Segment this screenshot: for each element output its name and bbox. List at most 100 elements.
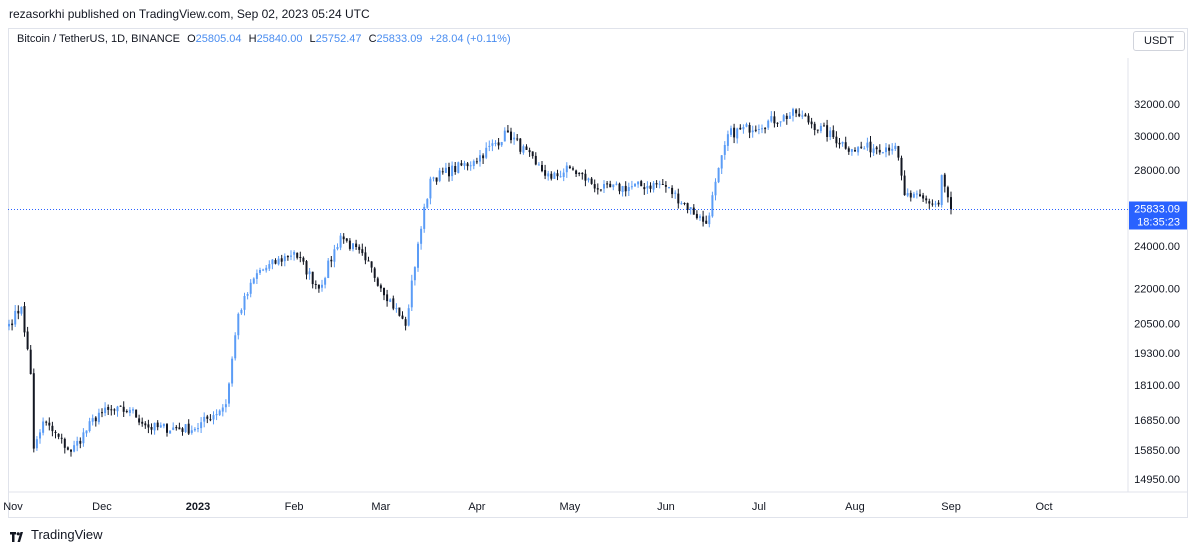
candle-body	[646, 186, 649, 189]
candle-body	[255, 273, 258, 279]
candle-body	[844, 142, 847, 149]
candle-body	[695, 213, 698, 219]
candle-body	[832, 130, 835, 138]
candle-body	[386, 294, 389, 302]
candle-body	[82, 432, 85, 444]
candle-body	[119, 405, 122, 407]
y-tick-label: 16850.00	[1134, 415, 1180, 427]
candle-body	[894, 145, 897, 149]
candle-body	[863, 148, 866, 150]
candle-body	[510, 131, 512, 141]
candle-body	[742, 127, 745, 130]
y-tick-label: 18100.00	[1134, 380, 1180, 392]
candle-body	[162, 423, 165, 427]
candle-body	[770, 116, 773, 122]
close-value: 25833.09	[376, 33, 423, 45]
candle-body	[788, 115, 791, 119]
candle-body	[321, 284, 323, 288]
candle-body	[361, 249, 364, 254]
candle-body	[308, 271, 311, 275]
candle-body	[736, 128, 739, 139]
candle-body	[451, 165, 454, 177]
candle-body	[804, 114, 807, 117]
candle-body	[943, 174, 946, 187]
candle-body	[20, 306, 23, 314]
candle-body	[733, 127, 736, 138]
candle-body	[290, 255, 292, 257]
symbol-label: Bitcoin / TetherUS, 1D, BINANCE	[17, 33, 181, 45]
candle-body	[444, 167, 447, 173]
candle-body	[550, 173, 553, 179]
bar-countdown: 18:35:23	[1137, 216, 1180, 228]
candle-body	[169, 430, 172, 434]
candle-body	[677, 193, 680, 204]
candle-body	[141, 421, 144, 424]
candle-body	[612, 184, 615, 188]
candle-body	[178, 427, 181, 430]
candle-body	[373, 268, 376, 278]
candle-body	[909, 192, 912, 198]
candle-body	[764, 128, 767, 130]
candle-body	[801, 115, 804, 117]
candle-body	[299, 257, 302, 258]
candle-body	[847, 148, 850, 152]
candle-body	[500, 142, 503, 146]
candle-body	[494, 142, 497, 144]
last-price-badge	[1129, 201, 1187, 230]
candle-body	[76, 441, 79, 446]
candle-body	[835, 136, 838, 144]
candle-body	[454, 166, 457, 172]
candle-body	[231, 358, 234, 384]
x-tick-label: Sep	[941, 501, 961, 513]
candle-body	[317, 284, 320, 289]
candle-body	[190, 430, 193, 433]
candle-body	[280, 258, 283, 262]
candle-body	[240, 310, 243, 314]
candle-body	[708, 215, 711, 225]
candle-body	[413, 267, 416, 281]
candle-body	[193, 428, 196, 431]
candle-body	[689, 207, 692, 210]
candle-body	[29, 349, 32, 374]
candle-body	[534, 155, 537, 165]
candle-body	[122, 406, 125, 412]
candle-body	[339, 235, 342, 248]
tradingview-wordmark: TradingView	[31, 527, 103, 542]
candle-body	[42, 421, 45, 433]
chart-frame	[8, 28, 1188, 518]
candle-body	[150, 427, 153, 430]
candle-body	[197, 428, 199, 430]
candle-body	[475, 161, 478, 163]
candle-body	[674, 192, 677, 194]
close-label: C	[368, 33, 377, 45]
candle-body	[107, 407, 110, 410]
candle-body	[172, 427, 175, 430]
y-tick-label: 28000.00	[1134, 165, 1180, 177]
candle-body	[311, 271, 314, 285]
candle-body	[664, 185, 667, 187]
candle-body	[243, 296, 246, 310]
candle-body	[379, 285, 382, 289]
candle-body	[779, 121, 782, 123]
candle-body	[767, 120, 770, 128]
high-label: H	[248, 33, 257, 45]
candle-body	[593, 184, 596, 189]
currency-button[interactable]: USDT	[1133, 31, 1185, 51]
last-price-value: 25833.09	[1134, 203, 1180, 215]
candle-body	[426, 199, 429, 208]
candle-body	[274, 260, 277, 264]
candle-body	[785, 115, 788, 119]
candle-body	[221, 407, 224, 412]
candle-body	[541, 165, 543, 172]
candle-body	[513, 137, 516, 140]
x-tick-label: 2023	[186, 501, 210, 513]
candle-body	[850, 149, 853, 152]
low-value: 25752.47	[315, 33, 362, 45]
candle-body	[683, 203, 686, 204]
candle-body	[212, 415, 215, 420]
candle-body	[531, 151, 534, 157]
candle-body	[655, 183, 658, 185]
candle-body	[751, 130, 754, 133]
tradingview-logo[interactable]: TradingView	[10, 527, 103, 542]
